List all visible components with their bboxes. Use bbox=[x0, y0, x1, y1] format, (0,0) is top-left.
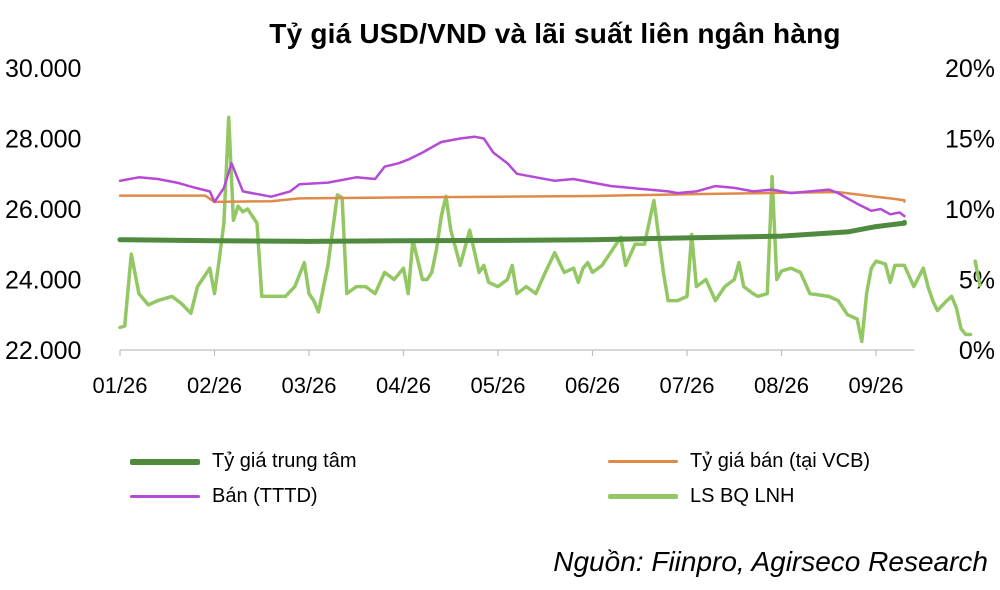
y-right-tick-label: 10% bbox=[945, 196, 995, 224]
legend-label: LS BQ LNH bbox=[690, 485, 795, 507]
legend-swatch bbox=[130, 458, 200, 465]
series-line-3-segment bbox=[973, 259, 982, 287]
y-right-tick-label: 15% bbox=[945, 126, 995, 154]
y-left-tick-label: 24.000 bbox=[5, 267, 81, 295]
y-left-tick-label: 28.000 bbox=[5, 126, 81, 154]
legend-label: Tỷ giá bán (tại VCB) bbox=[690, 450, 871, 472]
series-line-2 bbox=[118, 135, 906, 218]
x-tick-label: 07/26 bbox=[659, 373, 714, 398]
legend-swatch bbox=[608, 494, 678, 499]
x-tick-label: 05/26 bbox=[470, 373, 525, 398]
y-right-tick-label: 20% bbox=[945, 55, 995, 83]
axes: 01/26 02/26 03/26 04/26 05/26 06/26 07/26 08/26… bbox=[5, 55, 995, 398]
plot-area bbox=[117, 115, 982, 344]
legend-swatch bbox=[130, 495, 200, 498]
legend-item-vcb-rate: Tỷ giá bán (tại VCB) bbox=[608, 450, 870, 473]
y-left-tick-label: 30.000 bbox=[5, 55, 81, 83]
series-line-3 bbox=[118, 115, 973, 344]
y-right-tick-label: 0% bbox=[959, 337, 995, 365]
legend-label: Bán (TTTD) bbox=[212, 485, 318, 507]
series-line-0 bbox=[117, 219, 907, 244]
x-tick-label: 02/26 bbox=[187, 373, 242, 398]
legend-item-central-rate: Tỷ giá trung tâm bbox=[130, 450, 357, 473]
x-tick-label: 08/26 bbox=[754, 373, 809, 398]
x-tick-label: 06/26 bbox=[565, 373, 620, 398]
x-tick-label: 03/26 bbox=[281, 373, 336, 398]
y-left-tick-label: 22.000 bbox=[5, 337, 81, 365]
series-line-1 bbox=[118, 190, 906, 204]
source-note: Nguồn: Fiinpro, Agirseco Research bbox=[553, 546, 988, 577]
x-tick-label: 09/26 bbox=[848, 373, 903, 398]
legend-item-interbank: LS BQ LNH bbox=[608, 485, 794, 508]
legend-label: Tỷ giá trung tâm bbox=[212, 450, 357, 472]
legend-swatch bbox=[608, 460, 678, 463]
x-tick-label: 01/26 bbox=[92, 373, 147, 398]
y-left-tick-label: 26.000 bbox=[5, 196, 81, 224]
legend-item-free-market: Bán (TTTD) bbox=[130, 485, 318, 508]
x-tick-label: 04/26 bbox=[376, 373, 431, 398]
chart-title: Tỷ giá USD/VND và lãi suất liên ngân hàn… bbox=[269, 18, 841, 49]
